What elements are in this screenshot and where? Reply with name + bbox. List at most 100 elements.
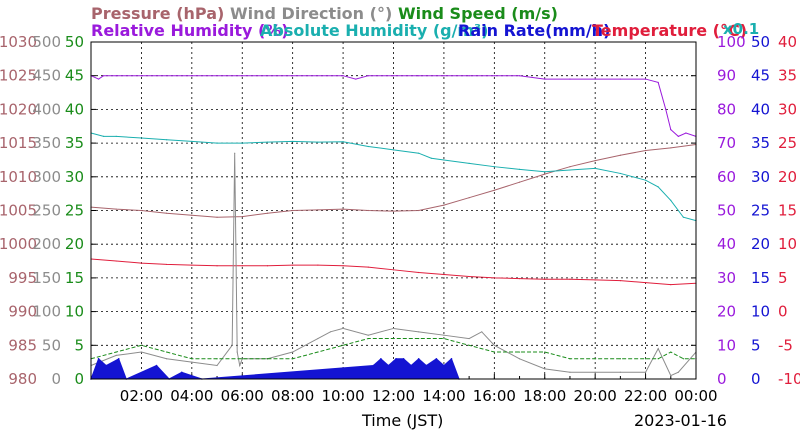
- y-tick-rain-rate: 10: [751, 303, 770, 321]
- point-wind-speed-m-s: [115, 351, 117, 353]
- point-absolute-humidity-g-m: [518, 168, 521, 170]
- y-tick-temperature: 0: [778, 303, 788, 321]
- point-absolute-humidity-g-m: [292, 140, 294, 143]
- point-wind-direction: [236, 351, 238, 353]
- point-absolute-humidity-g-m: [682, 216, 684, 218]
- y-tick-pressure: 1010: [0, 168, 37, 186]
- point-wind-speed-m-s: [292, 358, 294, 360]
- point-absolute-humidity-g-m: [632, 176, 634, 178]
- point-absolute-humidity-g-m: [670, 199, 672, 201]
- left-axes: 1030102510201015101010051000995990985980…: [0, 33, 84, 388]
- point-relative-humidity: [392, 75, 395, 77]
- y-tick-humidity: 60: [717, 168, 736, 186]
- point-wind-direction: [481, 331, 483, 333]
- point-pressure-hpa: [493, 189, 495, 191]
- point-pressure-hpa: [140, 209, 143, 212]
- point-absolute-humidity-g-m: [140, 137, 143, 139]
- y-tick-wind-direction: 0: [51, 370, 61, 388]
- x-tick-label: 10:00: [321, 387, 364, 405]
- point-wind-direction: [418, 331, 420, 333]
- y-tick-rain-rate: 45: [751, 67, 770, 85]
- point-temperature-c: [392, 269, 395, 271]
- y-tick-rain-rate: 40: [751, 100, 770, 118]
- point-wind-speed-m-s: [342, 344, 344, 346]
- point-wind-speed-m-s: [216, 358, 218, 360]
- point-relative-humidity: [518, 75, 521, 77]
- y-tick-wind-direction: 300: [32, 168, 61, 186]
- x-tick-label: 16:00: [473, 387, 516, 405]
- point-wind-direction: [544, 368, 546, 370]
- point-wind-direction: [468, 337, 470, 340]
- point-rain-rate-mm-h: [395, 357, 397, 360]
- point-wind-direction: [234, 152, 236, 154]
- point-wind-direction: [292, 351, 294, 353]
- point-pressure-hpa: [544, 173, 546, 175]
- y-tick-pressure: 990: [8, 303, 37, 321]
- point-relative-humidity: [418, 75, 420, 77]
- point-temperature-c: [266, 265, 269, 267]
- point-pressure-hpa: [644, 149, 647, 152]
- x-tick-label: 18:00: [523, 387, 566, 405]
- point-wind-speed-m-s: [544, 351, 546, 353]
- point-rain-rate-mm-h: [410, 364, 412, 367]
- point-relative-humidity: [644, 78, 647, 80]
- x-tick-label: 06:00: [221, 387, 264, 405]
- y-tick-wind-direction: 200: [32, 235, 61, 253]
- point-relative-humidity: [367, 75, 369, 77]
- point-absolute-humidity-g-m: [216, 142, 218, 144]
- point-relative-humidity: [468, 75, 470, 77]
- point-absolute-humidity-g-m: [115, 135, 117, 137]
- y-tick-wind-direction: 250: [32, 202, 61, 220]
- point-pressure-hpa: [191, 214, 193, 216]
- point-temperature-c: [292, 264, 294, 266]
- point-wind-direction: [392, 327, 395, 330]
- point-absolute-humidity-g-m: [644, 179, 647, 181]
- point-relative-humidity: [619, 78, 621, 80]
- point-relative-humidity: [493, 75, 495, 77]
- point-wind-speed-m-s: [682, 358, 684, 360]
- point-absolute-humidity-g-m: [342, 141, 344, 143]
- point-rain-rate-mm-h: [450, 357, 453, 360]
- point-absolute-humidity-g-m: [103, 135, 105, 137]
- point-pressure-hpa: [216, 216, 218, 218]
- point-pressure-hpa: [367, 209, 369, 212]
- point-wind-direction: [518, 358, 521, 360]
- y-tick-wind-speed: 45: [65, 67, 84, 85]
- point-rain-rate-mm-h: [417, 357, 420, 360]
- point-absolute-humidity-g-m: [468, 162, 470, 164]
- y-tick-temperature: 30: [778, 100, 797, 118]
- y-tick-wind-direction: 100: [32, 303, 61, 321]
- y-tick-rain-rate: 30: [751, 168, 770, 186]
- y-tick-wind-speed: 5: [74, 336, 84, 354]
- y-tick-pressure: 1000: [0, 235, 37, 253]
- y-tick-humidity: 50: [717, 202, 736, 220]
- point-pressure-hpa: [317, 209, 319, 211]
- y-tick-rain-rate: 35: [751, 134, 770, 152]
- point-relative-humidity: [685, 132, 687, 134]
- point-temperature-c: [317, 264, 319, 266]
- point-relative-humidity: [677, 135, 679, 137]
- point-absolute-humidity-g-m: [266, 141, 269, 143]
- y-tick-humidity: 90: [717, 67, 736, 85]
- point-temperature-c: [594, 279, 596, 281]
- point-wind-speed-m-s: [367, 337, 369, 340]
- point-relative-humidity: [544, 78, 546, 80]
- point-wind-direction: [594, 371, 596, 373]
- point-relative-humidity: [97, 78, 100, 80]
- point-pressure-hpa: [518, 181, 521, 183]
- point-wind-direction: [191, 361, 193, 363]
- y-tick-temperature: 20: [778, 168, 797, 186]
- point-relative-humidity: [115, 75, 117, 77]
- point-rain-rate-mm-h: [97, 357, 100, 360]
- x-tick-label: 00:00: [674, 387, 717, 405]
- point-relative-humidity: [443, 75, 445, 77]
- point-absolute-humidity-g-m: [430, 157, 432, 159]
- y-tick-temperature: 10: [778, 235, 797, 253]
- point-wind-speed-m-s: [392, 337, 395, 340]
- point-wind-direction: [140, 351, 143, 353]
- point-temperature-c: [191, 264, 193, 266]
- point-relative-humidity: [191, 75, 193, 77]
- point-rain-rate-mm-h: [372, 364, 375, 367]
- point-wind-direction: [342, 327, 344, 330]
